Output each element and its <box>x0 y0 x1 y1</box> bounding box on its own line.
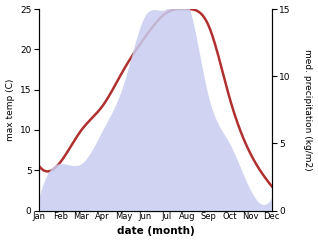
Y-axis label: med. precipitation (kg/m2): med. precipitation (kg/m2) <box>303 49 313 171</box>
X-axis label: date (month): date (month) <box>117 227 194 236</box>
Y-axis label: max temp (C): max temp (C) <box>5 79 15 141</box>
